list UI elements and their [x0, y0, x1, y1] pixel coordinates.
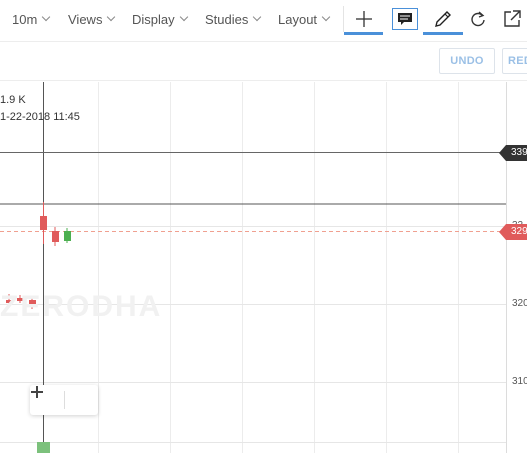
zoom-control [30, 385, 98, 415]
chart-toolbar: 10m Views Display Studies Layout [0, 0, 527, 38]
pencil-icon [435, 11, 451, 27]
crosshair-icon [356, 11, 372, 27]
studies-dropdown[interactable]: Studies [205, 0, 262, 38]
chevron-down-icon [321, 12, 331, 22]
undo-button[interactable]: UNDO [439, 48, 495, 74]
comment-button[interactable] [387, 4, 423, 34]
last-price-tag: 329 [511, 226, 527, 237]
views-label: Views [68, 11, 103, 27]
zoom-in-button[interactable] [31, 385, 98, 415]
toolbar-divider [343, 6, 344, 32]
chevron-down-icon [42, 12, 51, 22]
candles [6, 202, 71, 309]
drawing-price-tag: 339 [511, 147, 527, 158]
zoom-divider [63, 391, 65, 409]
y-axis-label: 310 [512, 376, 527, 387]
crosshair-active-indicator [344, 32, 383, 35]
chevron-down-icon [179, 12, 188, 22]
crosshair-button[interactable] [346, 4, 382, 34]
candle [6, 294, 12, 304]
interval-label: 10m [12, 11, 38, 27]
volume-readout: 1.9 K [0, 94, 26, 106]
datetime-readout: 1-22-2018 11:45 [0, 111, 80, 123]
popout-button[interactable] [494, 4, 527, 34]
price-chart[interactable]: ZERODHA 1.9 K 1-22-2018 11:45 320 310 32… [0, 82, 527, 453]
views-dropdown[interactable]: Views [68, 0, 116, 38]
display-dropdown[interactable]: Display [132, 0, 188, 38]
candle [29, 298, 36, 309]
action-bar: UNDO RED [0, 41, 527, 81]
studies-label: Studies [205, 11, 249, 27]
display-label: Display [132, 11, 175, 27]
chart-canvas[interactable] [0, 82, 527, 453]
comment-icon [392, 8, 418, 30]
layout-dropdown[interactable]: Layout [278, 0, 331, 38]
volume-bar [37, 442, 50, 453]
drawing-price-tag-shape [499, 145, 527, 161]
reset-button[interactable] [460, 4, 496, 34]
redo-button[interactable]: RED [502, 48, 527, 74]
candle [40, 202, 47, 244]
chevron-down-icon [107, 12, 116, 22]
plus-icon [31, 386, 43, 398]
draw-active-indicator [423, 32, 463, 35]
vertical-grid [98, 82, 459, 453]
y-axis-label: 320 [512, 298, 527, 309]
popout-icon [504, 10, 521, 27]
draw-button[interactable] [425, 4, 461, 34]
candle [64, 228, 71, 243]
last-price-tag-shape [499, 224, 527, 240]
candle [52, 227, 59, 246]
watermark: ZERODHA [0, 290, 163, 323]
candle [17, 295, 23, 303]
refresh-icon [471, 11, 485, 27]
chevron-down-icon [253, 12, 262, 22]
layout-label: Layout [278, 11, 318, 27]
interval-dropdown[interactable]: 10m [12, 0, 51, 38]
